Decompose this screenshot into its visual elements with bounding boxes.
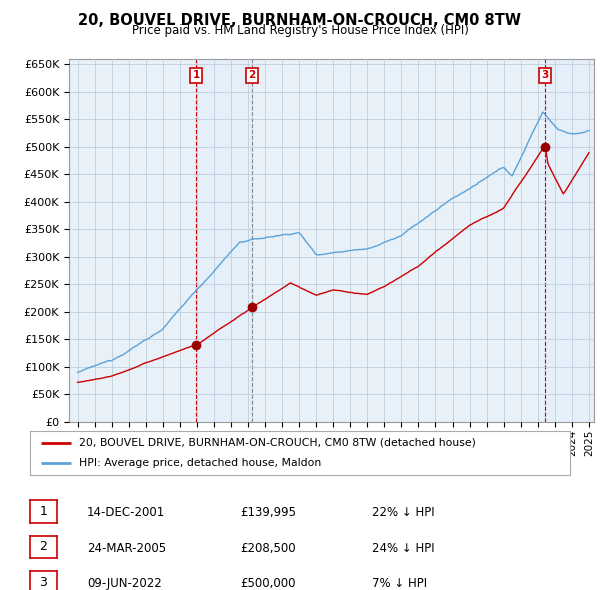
Text: 7% ↓ HPI: 7% ↓ HPI — [372, 577, 427, 590]
Text: 22% ↓ HPI: 22% ↓ HPI — [372, 506, 434, 519]
Text: 14-DEC-2001: 14-DEC-2001 — [87, 506, 165, 519]
Text: 2: 2 — [248, 70, 256, 80]
Text: £139,995: £139,995 — [240, 506, 296, 519]
Text: £500,000: £500,000 — [240, 577, 296, 590]
Text: £208,500: £208,500 — [240, 542, 296, 555]
Text: 3: 3 — [40, 576, 47, 589]
Text: 20, BOUVEL DRIVE, BURNHAM-ON-CROUCH, CM0 8TW (detached house): 20, BOUVEL DRIVE, BURNHAM-ON-CROUCH, CM0… — [79, 438, 475, 448]
Text: 1: 1 — [40, 505, 47, 518]
Text: 09-JUN-2022: 09-JUN-2022 — [87, 577, 162, 590]
Text: Price paid vs. HM Land Registry's House Price Index (HPI): Price paid vs. HM Land Registry's House … — [131, 24, 469, 37]
Bar — [545, 59, 594, 422]
Text: 2: 2 — [40, 540, 47, 553]
Text: HPI: Average price, detached house, Maldon: HPI: Average price, detached house, Mald… — [79, 458, 321, 468]
Text: 24% ↓ HPI: 24% ↓ HPI — [372, 542, 434, 555]
Text: 3: 3 — [542, 70, 549, 80]
Bar — [196, 59, 252, 422]
Text: 24-MAR-2005: 24-MAR-2005 — [87, 542, 166, 555]
Text: 1: 1 — [193, 70, 200, 80]
Text: 20, BOUVEL DRIVE, BURNHAM-ON-CROUCH, CM0 8TW: 20, BOUVEL DRIVE, BURNHAM-ON-CROUCH, CM0… — [79, 13, 521, 28]
